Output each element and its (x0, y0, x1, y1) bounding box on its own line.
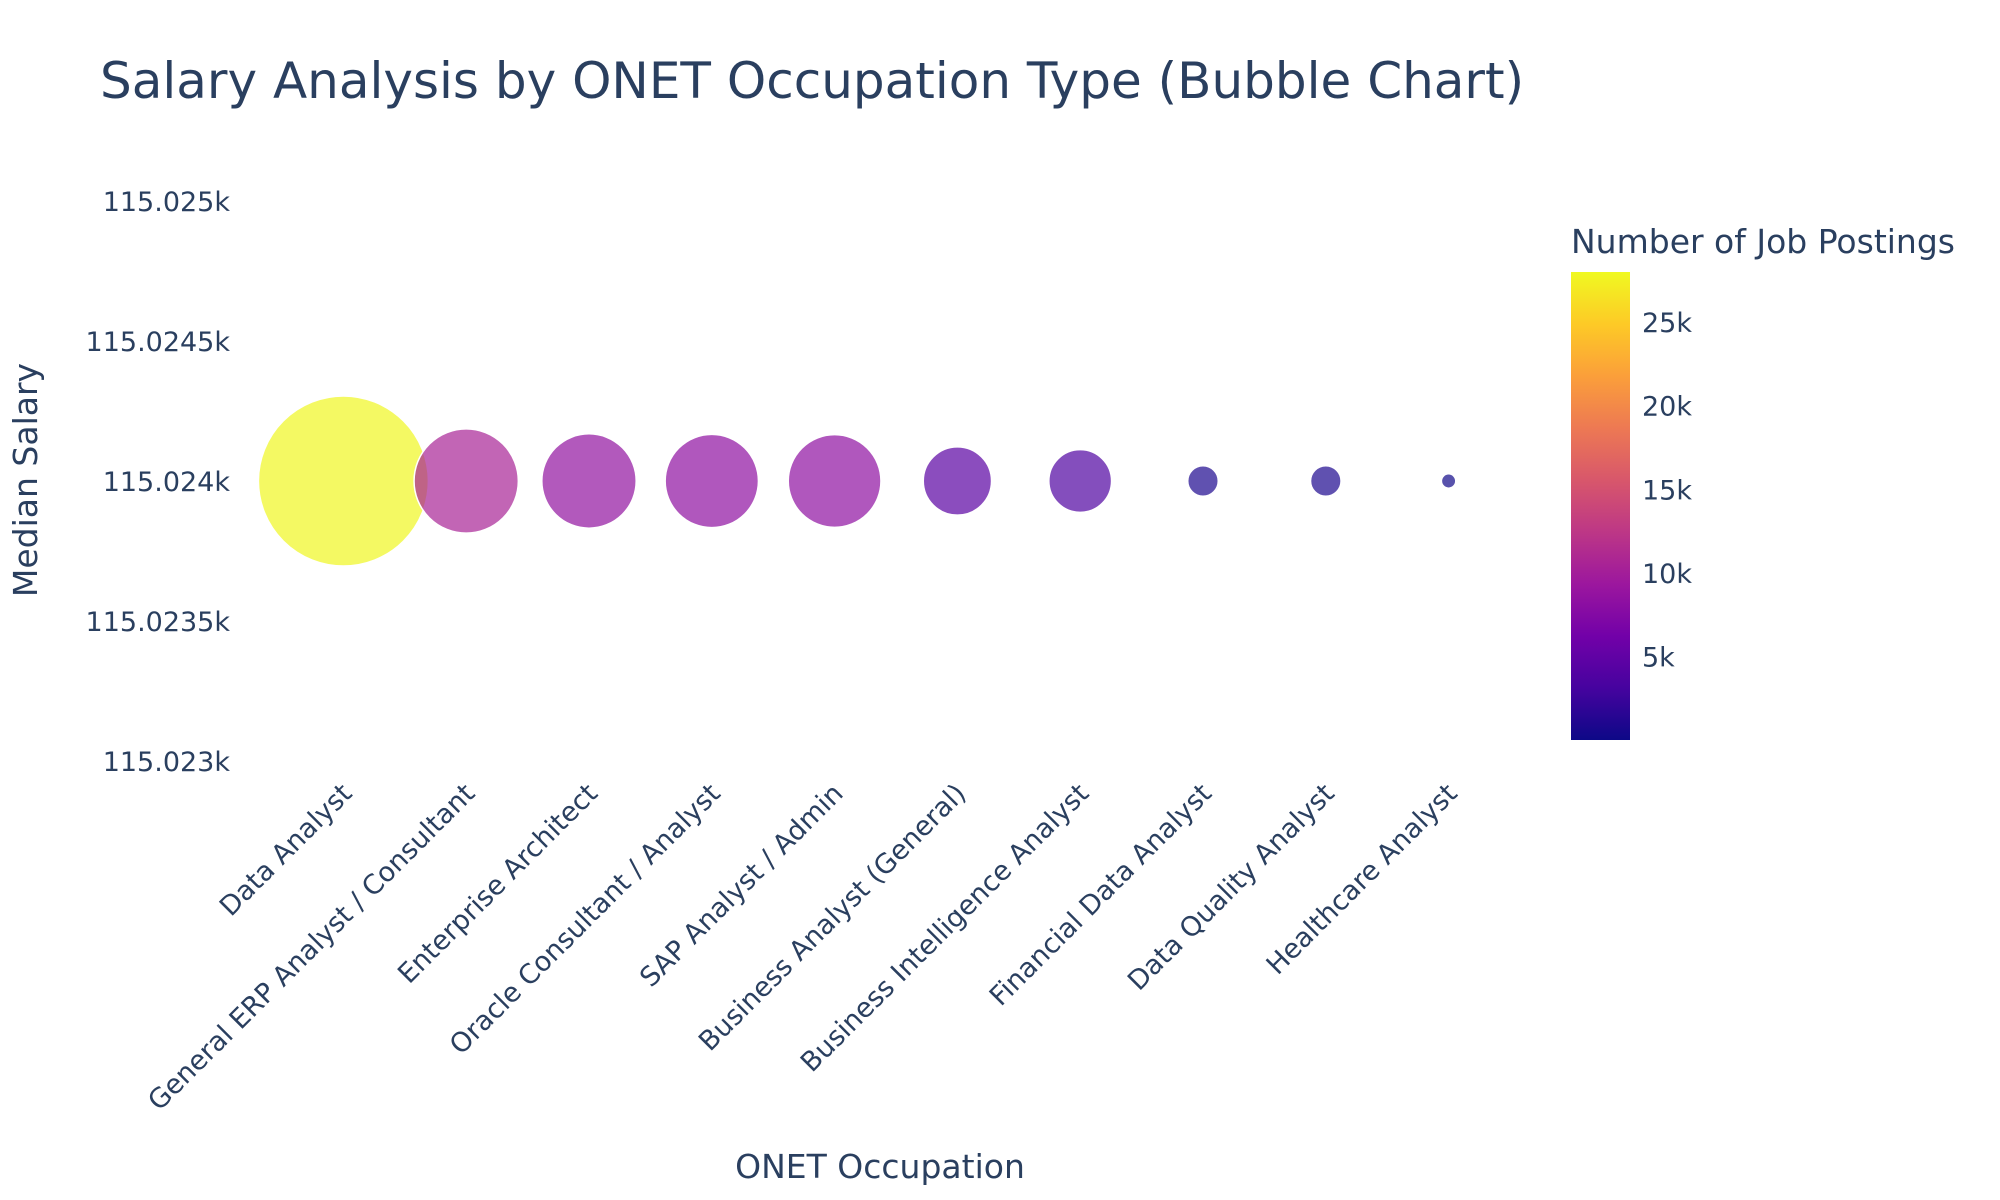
y-axis-ticks: 115.023k 115.0235k 115.024k 115.0245k 115.02… (86, 187, 231, 778)
bubble-marker[interactable] (1186, 464, 1220, 498)
x-tick-label: Data Quality Analyst (1122, 778, 1341, 997)
y-tick-label: 115.0235k (86, 607, 231, 638)
y-tick-label: 115.025k (103, 187, 231, 218)
chart-title: Salary Analysis by ONET Occupation Type … (100, 52, 1524, 110)
bubble-marker[interactable] (1440, 473, 1457, 489)
bubble-marker[interactable] (1309, 464, 1342, 498)
bubble-marker[interactable] (922, 446, 993, 516)
y-tick-label: 115.023k (103, 747, 231, 778)
y-tick-label: 115.024k (103, 467, 231, 498)
x-axis-title: ONET Occupation (735, 1147, 1025, 1186)
bubble-marker[interactable] (257, 395, 430, 567)
bubble-marker[interactable] (787, 433, 882, 529)
bubble-marker[interactable] (541, 433, 637, 529)
colorbar-ticks: 5k 10k 15k 20k 25k (1642, 308, 1692, 673)
colorbar: Number of Job Postings 5k 10k 15k 20k 25k (1571, 222, 1955, 740)
bubbles (257, 395, 1457, 567)
colorbar-tick-label: 25k (1642, 308, 1692, 339)
x-tick-label: SAP Analyst / Admin (634, 778, 849, 993)
colorbar-gradient (1571, 272, 1630, 740)
bubble-marker[interactable] (664, 433, 760, 529)
bubble-marker[interactable] (1048, 448, 1113, 514)
x-tick-label: Enterprise Architect (392, 778, 604, 990)
x-tick-label: Business Analyst (General) (693, 778, 972, 1057)
colorbar-tick-label: 15k (1642, 475, 1692, 506)
y-tick-label: 115.0245k (86, 327, 231, 358)
bubble-marker[interactable] (413, 428, 520, 534)
x-tick-label: Oracle Consultant / Analyst (444, 778, 727, 1061)
colorbar-tick-label: 5k (1642, 642, 1675, 673)
y-axis-title: Median Salary (6, 363, 45, 597)
colorbar-tick-label: 10k (1642, 559, 1692, 590)
colorbar-title: Number of Job Postings (1571, 222, 1955, 261)
colorbar-tick-label: 20k (1642, 392, 1692, 423)
x-tick-label: Financial Data Analyst (984, 778, 1218, 1012)
